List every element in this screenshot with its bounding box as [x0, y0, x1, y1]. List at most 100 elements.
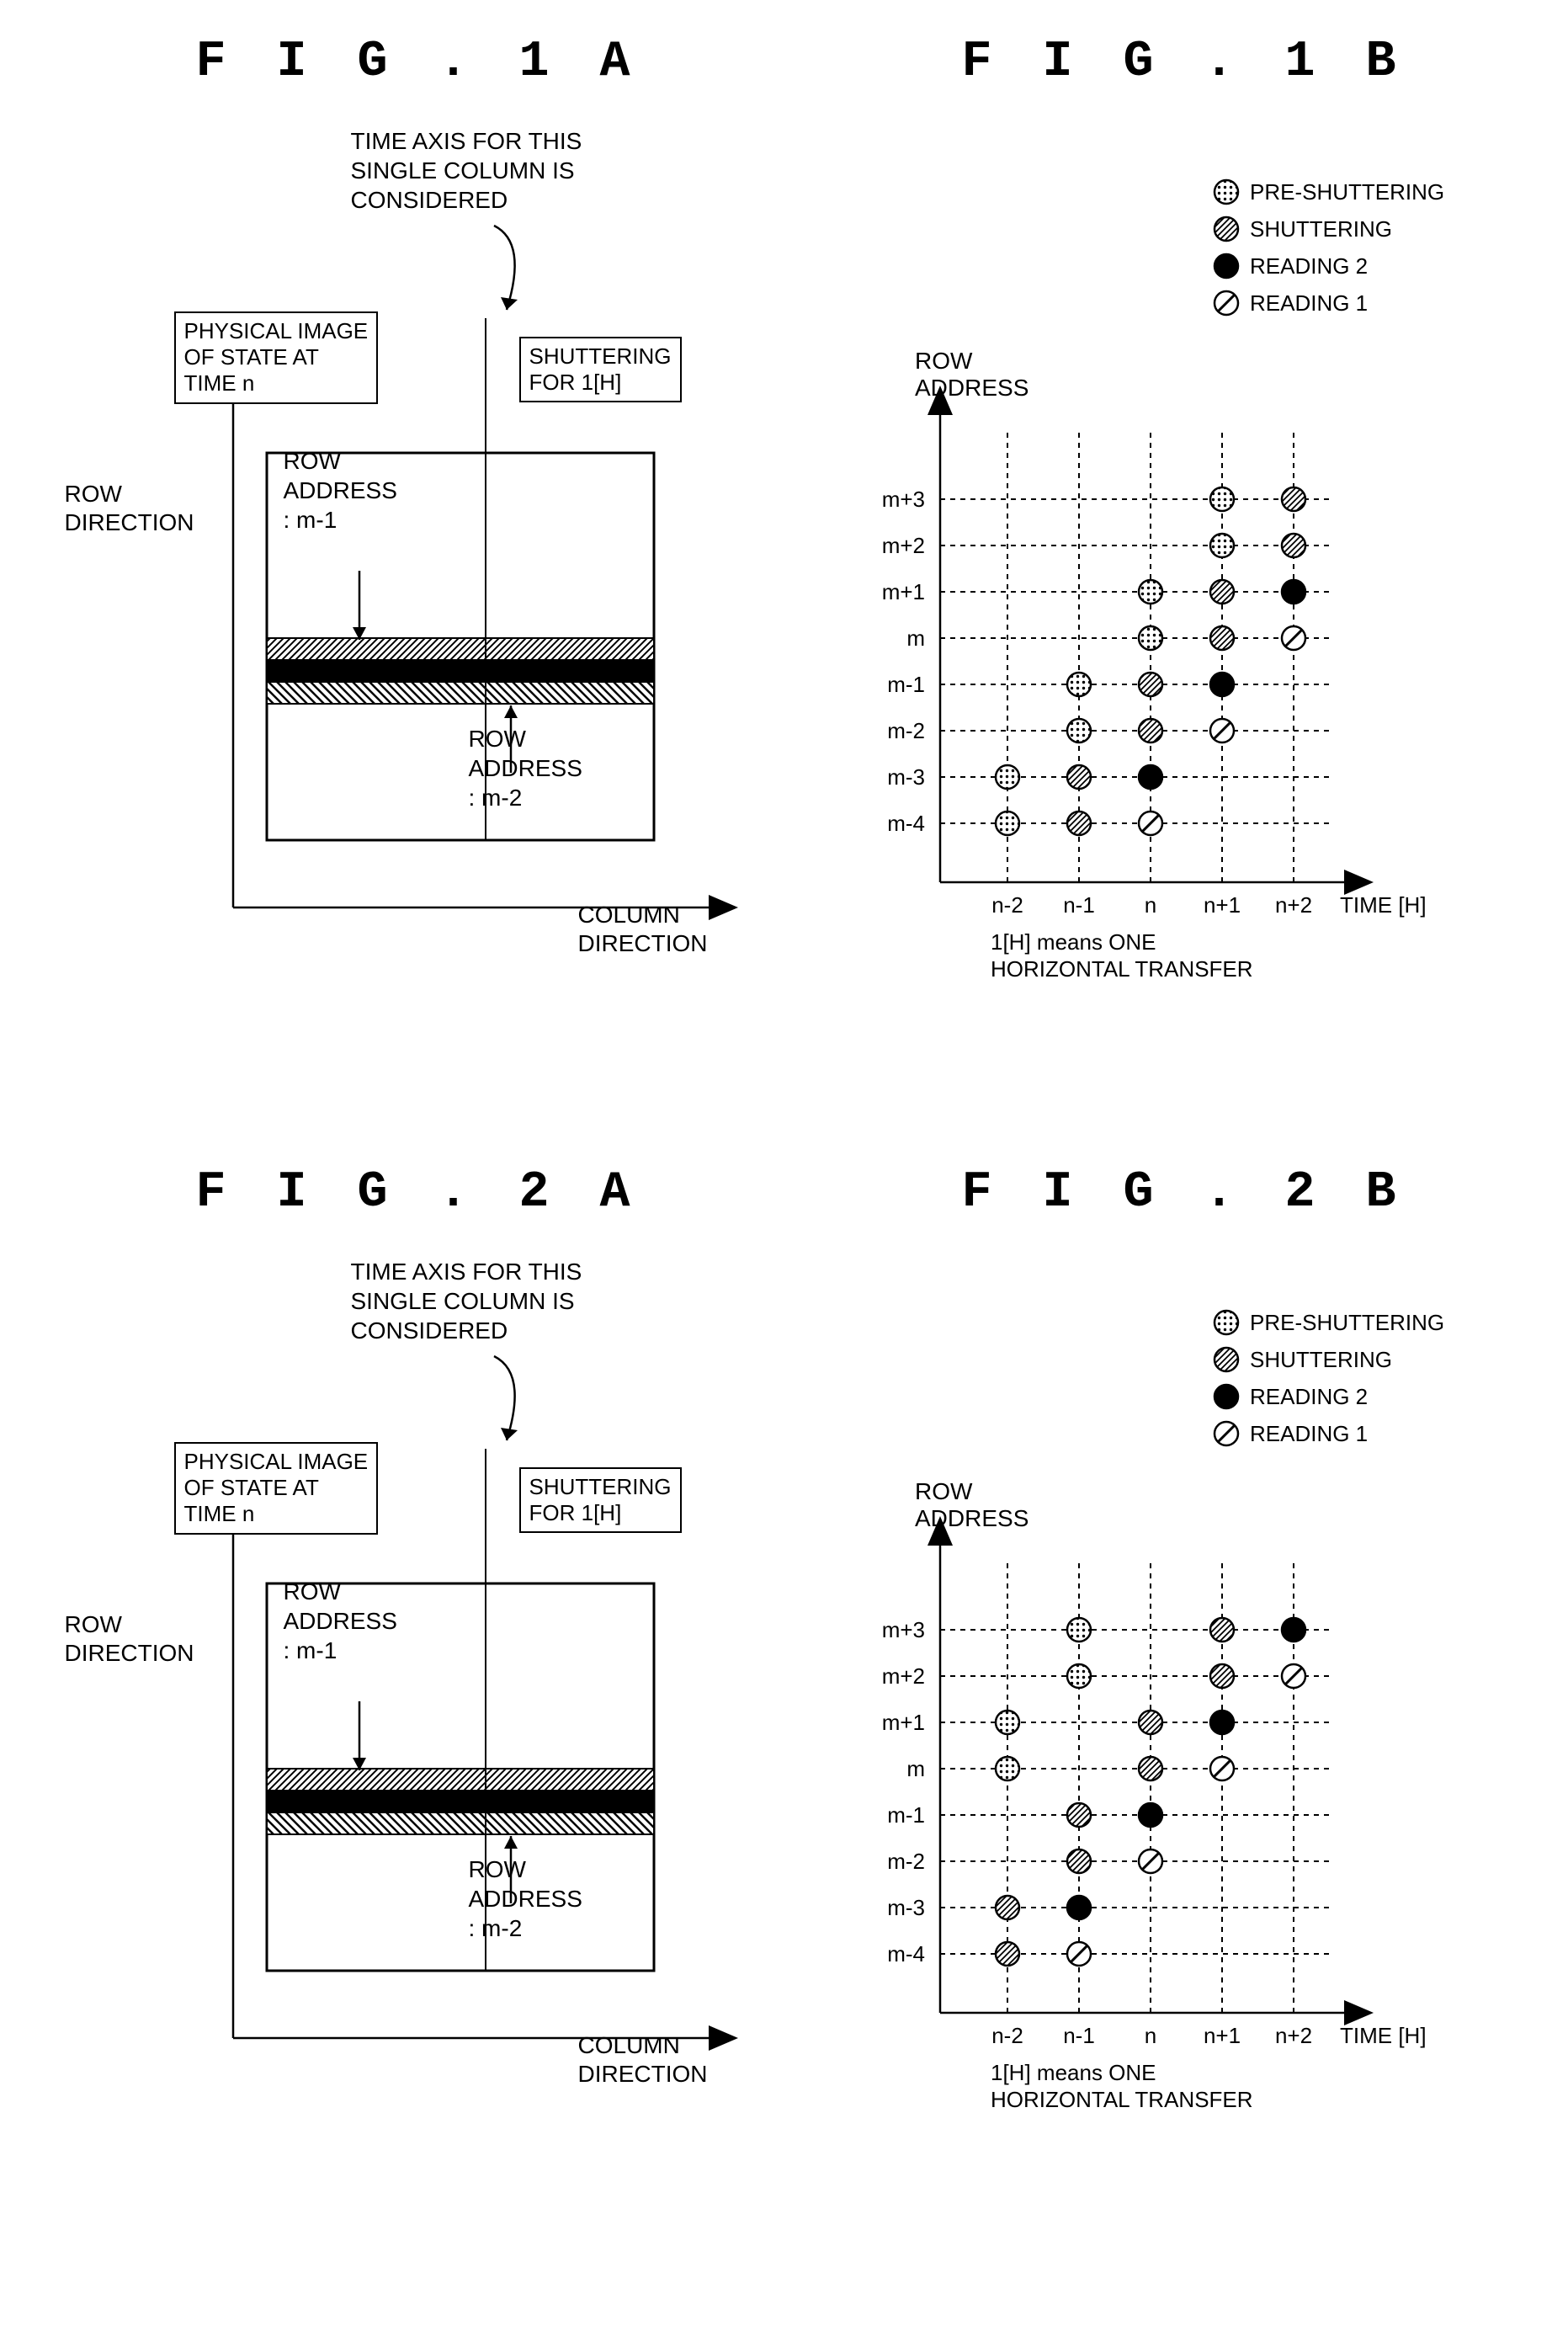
- x-tick-label: n-1: [1063, 2023, 1095, 2048]
- y-tick-label: m-1: [887, 1802, 925, 1828]
- legend-label: READING 1: [1250, 1421, 1368, 1446]
- data-point-dots: [996, 765, 1019, 789]
- row-addr-m2: ROW ADDRESS : m-2: [469, 724, 582, 812]
- legend-label: READING 2: [1250, 1384, 1368, 1409]
- legend-marker-dots: [1215, 1311, 1238, 1334]
- row-direction-label-2: ROW DIRECTION: [65, 1610, 194, 1667]
- x-tick-label: n: [1144, 892, 1156, 918]
- data-point-dots: [996, 1711, 1019, 1734]
- y-tick-label: m-2: [887, 1849, 925, 1874]
- x-tick-label: n+2: [1274, 892, 1311, 918]
- data-point-diag: [1210, 1664, 1234, 1688]
- data-point-dots: [996, 1757, 1019, 1780]
- data-point-black: [1210, 1711, 1234, 1734]
- horizontal-transfer-note: 1[H] means ONEHORIZONTAL TRANSFER: [991, 929, 1253, 982]
- row-address-label: ROWADDRESS: [915, 1478, 1029, 1531]
- fig2a-title: F I G . 2 A: [40, 1164, 797, 1221]
- y-tick-label: m+2: [881, 533, 924, 558]
- data-point-diag: [1067, 765, 1091, 789]
- legend-marker-diag: [1215, 217, 1238, 241]
- physical-image-box-2: PHYSICAL IMAGE OF STATE AT TIME n: [174, 1442, 379, 1535]
- data-point-diag: [1067, 812, 1091, 835]
- data-point-dots: [1210, 487, 1234, 511]
- legend-label: READING 2: [1250, 253, 1368, 279]
- x-tick-label: n-2: [991, 892, 1023, 918]
- x-tick-label: n-2: [991, 2023, 1023, 2048]
- x-tick-label: n+2: [1274, 2023, 1311, 2048]
- fig1a-column: F I G . 1 A: [40, 34, 797, 1080]
- data-point-diag: [1210, 580, 1234, 604]
- data-point-diag: [1282, 534, 1305, 557]
- y-tick-label: m+1: [881, 1710, 924, 1735]
- y-tick-label: m-3: [887, 1895, 925, 1920]
- data-point-black: [1210, 673, 1234, 696]
- y-tick-label: m-3: [887, 764, 925, 790]
- data-point-dots: [1067, 1618, 1091, 1642]
- y-tick-label: m-4: [887, 1941, 925, 1966]
- legend-label: READING 1: [1250, 290, 1368, 316]
- data-point-black: [1139, 765, 1162, 789]
- time-axis-note: TIME AXIS FOR THIS SINGLE COLUMN IS CONS…: [351, 126, 582, 215]
- legend-label: PRE-SHUTTERING: [1250, 1310, 1444, 1335]
- legend-marker-diag: [1215, 1348, 1238, 1371]
- physical-image-box: PHYSICAL IMAGE OF STATE AT TIME n: [174, 311, 379, 404]
- data-point-diag: [996, 1942, 1019, 1966]
- data-point-diag: [1139, 673, 1162, 696]
- time-axis-label: TIME [H]: [1340, 2023, 1427, 2048]
- data-point-diag: [1139, 1711, 1162, 1734]
- shuttering-box-2: SHUTTERING FOR 1[H]: [519, 1467, 682, 1533]
- data-point-diag: [996, 1896, 1019, 1919]
- fig1b-column: F I G . 1 B PRE-SHUTTERING SHUTTERING READ…: [839, 34, 1529, 1080]
- row-direction-label: ROW DIRECTION: [65, 480, 194, 536]
- y-tick-label: m: [906, 625, 925, 651]
- y-tick-label: m-1: [887, 672, 925, 697]
- column-direction-label: COLUMN DIRECTION: [578, 901, 708, 957]
- y-tick-label: m+3: [881, 1617, 924, 1642]
- y-tick-label: m+2: [881, 1663, 924, 1689]
- shuttering-box: SHUTTERING FOR 1[H]: [519, 337, 682, 402]
- fig2a-column: F I G . 2 A: [40, 1164, 797, 2211]
- row-addr-m1: ROW ADDRESS : m-1: [284, 446, 397, 535]
- legend-marker-dots: [1215, 180, 1238, 204]
- time-axis-label: TIME [H]: [1340, 892, 1427, 918]
- x-tick-label: n+1: [1203, 2023, 1240, 2048]
- fig2b-chart-wrap: PRE-SHUTTERING SHUTTERING READING 2 READING…: [839, 1238, 1529, 2211]
- data-point-black: [1282, 580, 1305, 604]
- legend-label: PRE-SHUTTERING: [1250, 179, 1444, 205]
- fig1b-chart-wrap: PRE-SHUTTERING SHUTTERING READING 2 READING…: [839, 108, 1529, 1080]
- fig2b-title: F I G . 2 B: [839, 1164, 1529, 1221]
- y-tick-label: m: [906, 1756, 925, 1781]
- time-axis-note-2: TIME AXIS FOR THIS SINGLE COLUMN IS CONS…: [351, 1257, 582, 1345]
- data-point-dots: [996, 812, 1019, 835]
- x-tick-label: n-1: [1063, 892, 1095, 918]
- horizontal-transfer-note: 1[H] means ONEHORIZONTAL TRANSFER: [991, 2060, 1253, 2112]
- row-addr-m1-2: ROW ADDRESS : m-1: [284, 1577, 397, 1665]
- page: F I G . 1 A: [35, 34, 1533, 2211]
- fig1b-title: F I G . 1 B: [839, 34, 1529, 91]
- data-point-dots: [1067, 719, 1091, 742]
- legend-marker-black: [1215, 254, 1238, 278]
- data-point-diag: [1139, 1757, 1162, 1780]
- column-direction-label-2: COLUMN DIRECTION: [578, 2031, 708, 2088]
- data-point-dots: [1067, 673, 1091, 696]
- data-point-diag: [1139, 719, 1162, 742]
- fig1a-title: F I G . 1 A: [40, 34, 797, 91]
- data-point-diag: [1210, 626, 1234, 650]
- row-addr-m2-2: ROW ADDRESS : m-2: [469, 1855, 582, 1943]
- data-point-dots: [1139, 626, 1162, 650]
- x-tick-label: n: [1144, 2023, 1156, 2048]
- chart2b-svg: PRE-SHUTTERING SHUTTERING READING 2 READING…: [839, 1238, 1529, 2206]
- legend-label: SHUTTERING: [1250, 216, 1392, 242]
- figure-pair-1: F I G . 1 A: [35, 34, 1533, 1080]
- figure-pair-2: F I G . 2 A: [35, 1164, 1533, 2211]
- data-point-dots: [1139, 580, 1162, 604]
- chart1b-svg: PRE-SHUTTERING SHUTTERING READING 2 READING…: [839, 108, 1529, 1076]
- legend-label: SHUTTERING: [1250, 1347, 1392, 1372]
- data-point-diag: [1067, 1849, 1091, 1873]
- data-point-black: [1282, 1618, 1305, 1642]
- y-tick-label: m-4: [887, 811, 925, 836]
- y-tick-label: m+3: [881, 487, 924, 512]
- data-point-black: [1067, 1896, 1091, 1919]
- data-point-diag: [1210, 1618, 1234, 1642]
- legend-marker-black: [1215, 1385, 1238, 1408]
